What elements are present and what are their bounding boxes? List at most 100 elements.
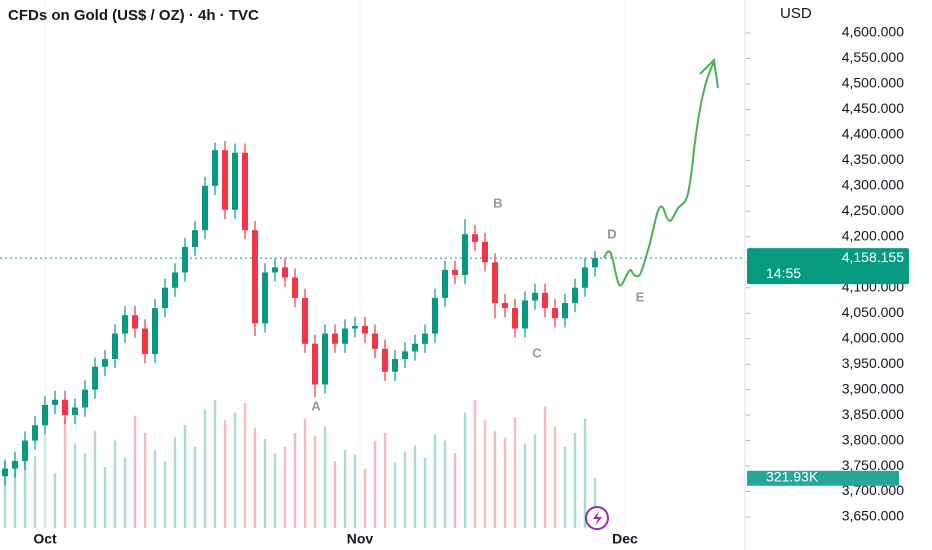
- volume-bar: [263, 439, 267, 528]
- volume-bar: [483, 420, 487, 528]
- candle-body: [312, 343, 318, 385]
- volume-bar: [403, 451, 407, 528]
- volume-bar: [433, 434, 437, 528]
- y-tick-label: 3,800.000: [842, 431, 904, 447]
- volume-bar: [513, 417, 517, 528]
- volume-bar: [233, 412, 237, 528]
- x-tick-label: Dec: [612, 531, 638, 547]
- candle-body: [12, 460, 18, 469]
- candle-body: [522, 300, 528, 329]
- volume-bar: [563, 446, 567, 528]
- candle-body: [182, 246, 188, 273]
- volume-bar: [273, 453, 277, 528]
- volume-bar: [183, 425, 187, 528]
- candle-body: [572, 287, 578, 304]
- candle-body: [162, 287, 168, 309]
- wave-label: A: [311, 398, 321, 413]
- alert-bolt: [593, 511, 602, 526]
- candle-body: [242, 152, 248, 231]
- volume-bar: [213, 400, 217, 528]
- candle-body: [52, 399, 58, 405]
- volume-bar: [303, 418, 307, 528]
- volume-bar: [423, 457, 427, 528]
- candle-body: [282, 267, 288, 278]
- volume-bar: [223, 420, 227, 528]
- candle-body: [112, 333, 118, 360]
- volume-bar: [103, 467, 107, 528]
- y-tick-label: 4,500.000: [842, 75, 904, 91]
- wave-label: B: [493, 195, 502, 210]
- volume-bar: [493, 431, 497, 528]
- volume-bar: [453, 453, 457, 528]
- candle-body: [402, 351, 408, 360]
- candle-body: [472, 234, 478, 242]
- volume-bar: [193, 446, 197, 528]
- candle-body: [302, 297, 308, 344]
- volume-bar: [293, 432, 297, 528]
- volume-bar: [243, 403, 247, 528]
- volume-bar: [23, 448, 27, 528]
- candle-body: [22, 440, 28, 461]
- y-tick-label: 4,350.000: [842, 151, 904, 167]
- volume-bar: [353, 454, 357, 528]
- volume-bar: [143, 432, 147, 528]
- volume-bar: [363, 468, 367, 528]
- candle-body: [552, 308, 558, 319]
- volume-label-box: [747, 470, 899, 486]
- y-axis-label: USD: [780, 5, 812, 22]
- candle-body: [352, 325, 358, 329]
- volume-bar: [283, 446, 287, 528]
- y-tick-label: 3,700.000: [842, 482, 904, 498]
- candle-body: [72, 407, 78, 416]
- volume-bar: [93, 431, 97, 528]
- candle-body: [32, 425, 38, 441]
- volume-bar: [73, 443, 77, 528]
- volume-bar: [63, 418, 67, 528]
- candle-body: [132, 315, 138, 329]
- x-tick-label: Oct: [33, 531, 57, 547]
- volume-layer: [3, 400, 597, 528]
- candle-body: [462, 234, 468, 275]
- candle-body: [542, 292, 548, 309]
- volume-label: 321.93K: [766, 468, 819, 484]
- volume-bar: [53, 473, 57, 528]
- candle-body: [382, 348, 388, 372]
- y-tick-label: 4,050.000: [842, 304, 904, 320]
- candle-body: [222, 150, 228, 210]
- volume-bar: [503, 437, 507, 528]
- candle-body: [122, 315, 128, 334]
- y-tick-label: 4,400.000: [842, 126, 904, 142]
- chart-title: CFDs on Gold (US$ / OZ) · 4h · TVC: [8, 7, 259, 24]
- y-tick-label: 4,000.000: [842, 329, 904, 345]
- y-tick-label: 4,250.000: [842, 202, 904, 218]
- candle-layer: [2, 141, 598, 486]
- y-tick-label: 3,650.000: [842, 508, 904, 524]
- volume-bar: [473, 400, 477, 528]
- volume-bar: [443, 440, 447, 528]
- candle-body: [532, 292, 538, 301]
- grid-layer: [44, 0, 750, 530]
- y-tick-label: 4,300.000: [842, 177, 904, 193]
- projection-drawing: [603, 57, 719, 287]
- candle-body: [232, 152, 238, 210]
- candle-body: [62, 399, 68, 416]
- volume-bar: [393, 462, 397, 528]
- candle-body: [152, 308, 158, 354]
- volume-bar: [553, 426, 557, 528]
- candle-body: [442, 269, 448, 298]
- countdown: 14:55: [766, 265, 801, 281]
- volume-bar: [593, 477, 597, 528]
- candle-body: [392, 359, 398, 372]
- candle-body: [492, 262, 498, 304]
- candle-body: [202, 185, 208, 231]
- volume-bar: [33, 456, 37, 528]
- candle-body: [212, 150, 218, 186]
- candle-body: [422, 333, 428, 344]
- candle-body: [372, 333, 378, 349]
- volume-bar: [463, 412, 467, 528]
- volume-bar: [133, 415, 137, 528]
- volume-bar: [203, 409, 207, 528]
- volume-bar: [523, 443, 527, 528]
- volume-bar: [533, 434, 537, 528]
